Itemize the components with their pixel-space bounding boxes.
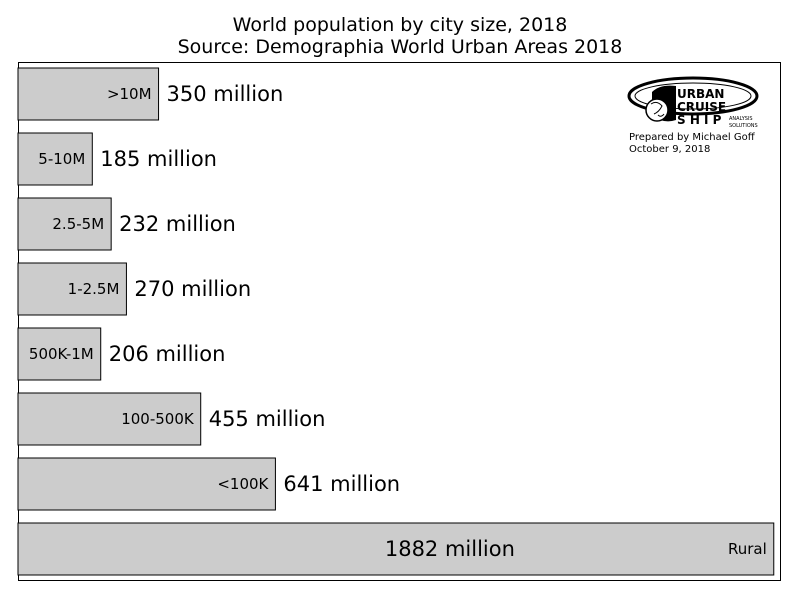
urban-cruise-ship-logo: URBAN CRUISE S H I P ANALYSIS SOLUTIONS bbox=[627, 76, 759, 129]
bar-category-label: <100K bbox=[217, 475, 269, 493]
bar-value-label: 185 million bbox=[100, 147, 217, 171]
bar-1 bbox=[17, 132, 93, 186]
logo-line-2: CRUISE bbox=[677, 100, 726, 114]
bar-7 bbox=[17, 522, 775, 576]
bar-value-label: 270 million bbox=[134, 277, 251, 301]
logo-line-1: URBAN bbox=[677, 87, 724, 101]
bar-value-label: 232 million bbox=[119, 212, 236, 236]
credit-date: October 9, 2018 bbox=[629, 144, 710, 155]
bar-value-label: 1882 million bbox=[385, 537, 515, 561]
bar-2 bbox=[17, 197, 112, 251]
bar-category-label: 100-500K bbox=[121, 410, 195, 428]
bar-value-label: 455 million bbox=[209, 407, 326, 431]
bar-category-label: 5-10M bbox=[38, 150, 85, 168]
bar-5 bbox=[17, 392, 202, 446]
credit-prepared-by: Prepared by Michael Goff bbox=[629, 132, 756, 143]
bar-0 bbox=[17, 67, 160, 121]
chart-title: World population by city size, 2018 bbox=[232, 14, 568, 36]
logo-tag-2: SOLUTIONS bbox=[729, 123, 758, 129]
bar-4 bbox=[17, 327, 102, 381]
logo-ring bbox=[627, 76, 759, 116]
bar-category-label: Rural bbox=[728, 540, 767, 558]
bar-category-label: 1-2.5M bbox=[68, 280, 120, 298]
bars-group: >10M 350 million 5-10M 185 million 2.5-5M 232… bbox=[17, 67, 775, 576]
logo-tag-1: ANALYSIS bbox=[729, 116, 753, 122]
logo-inner-ring bbox=[634, 82, 752, 110]
bar-value-label: 206 million bbox=[109, 342, 226, 366]
chart-subtitle: Source: Demographia World Urban Areas 20… bbox=[177, 36, 623, 58]
globe-continents-icon bbox=[650, 101, 665, 117]
bar-category-label: 2.5-5M bbox=[52, 215, 104, 233]
bar-6 bbox=[17, 457, 276, 511]
bar-3 bbox=[17, 262, 127, 316]
bar-value-label: 641 million bbox=[283, 472, 400, 496]
bar-category-label: 500K-1M bbox=[29, 345, 94, 363]
chart-titles: World population by city size, 2018 Sour… bbox=[0, 14, 800, 58]
bar-value-label: 350 million bbox=[167, 82, 284, 106]
bar-category-label: >10M bbox=[107, 85, 152, 103]
logo-line-3: S H I P bbox=[677, 113, 722, 127]
plot-area bbox=[18, 62, 781, 581]
